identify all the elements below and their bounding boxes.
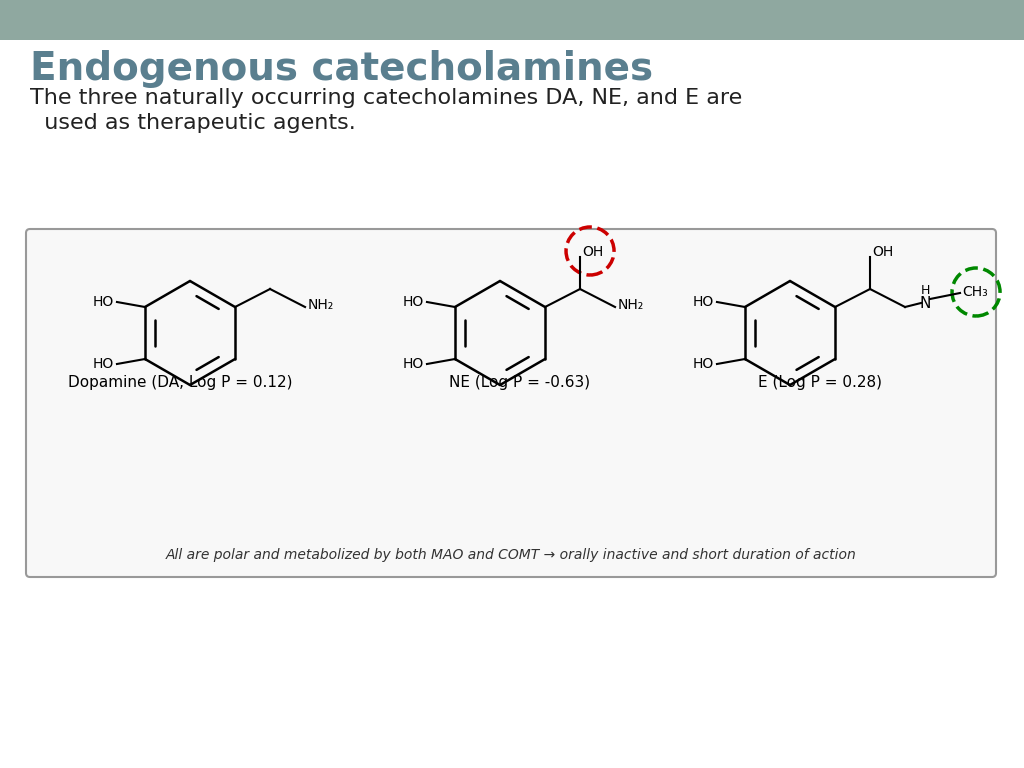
Text: H: H: [921, 284, 930, 297]
Text: NH₂: NH₂: [308, 298, 334, 312]
Text: N: N: [920, 296, 931, 310]
Text: All are polar and metabolized by both MAO and COMT → orally inactive and short d: All are polar and metabolized by both MA…: [166, 548, 856, 562]
FancyBboxPatch shape: [0, 0, 1024, 40]
Text: HO: HO: [692, 357, 714, 371]
Text: Dopamine (DA, Log P = 0.12): Dopamine (DA, Log P = 0.12): [68, 376, 292, 390]
Text: HO: HO: [93, 295, 114, 309]
Text: HO: HO: [692, 295, 714, 309]
Text: HO: HO: [93, 357, 114, 371]
Text: OH: OH: [582, 245, 603, 259]
Text: NE (Log P = -0.63): NE (Log P = -0.63): [450, 376, 591, 390]
Text: E (Log P = 0.28): E (Log P = 0.28): [758, 376, 882, 390]
Text: used as therapeutic agents.: used as therapeutic agents.: [30, 113, 355, 133]
FancyBboxPatch shape: [26, 229, 996, 577]
Text: HO: HO: [402, 295, 424, 309]
Text: NH₂: NH₂: [618, 298, 644, 312]
Text: The three naturally occurring catecholamines DA, NE, and E are: The three naturally occurring catecholam…: [30, 88, 742, 108]
Text: Endogenous catecholamines: Endogenous catecholamines: [30, 50, 653, 88]
Text: OH: OH: [872, 245, 893, 259]
Text: CH₃: CH₃: [962, 285, 988, 299]
Text: HO: HO: [402, 357, 424, 371]
